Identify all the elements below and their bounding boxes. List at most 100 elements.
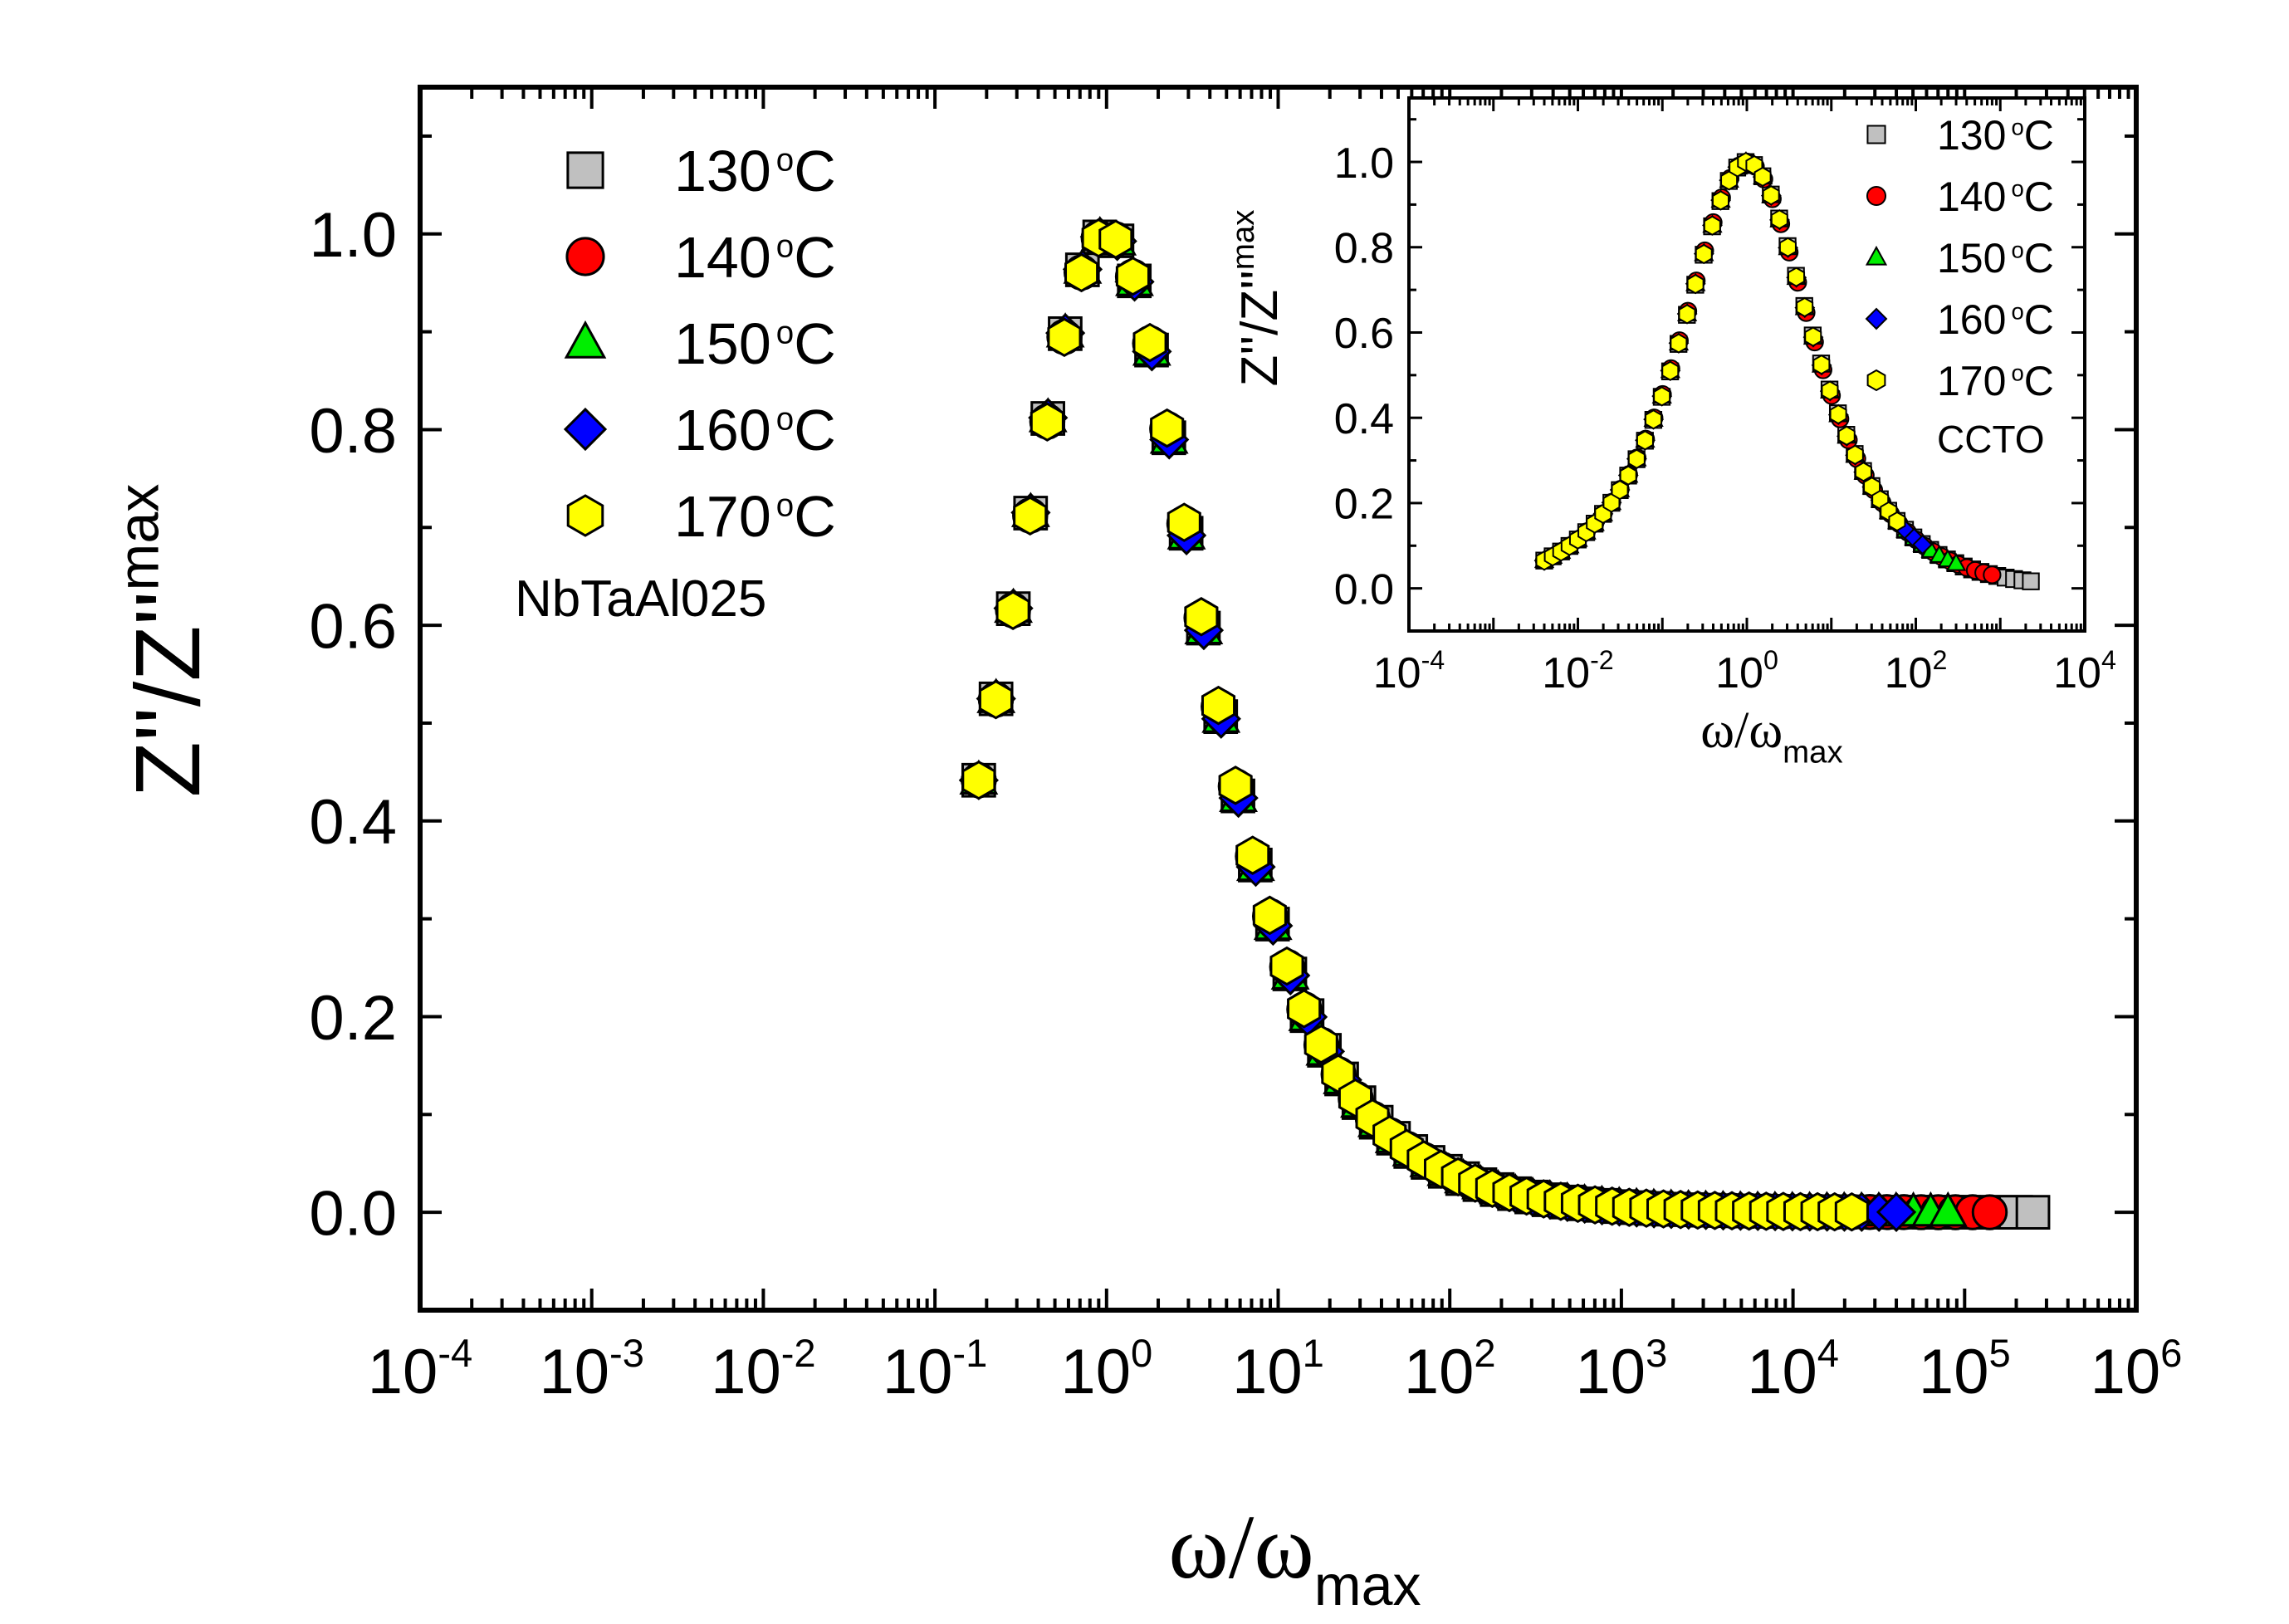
data-point	[1150, 408, 1185, 448]
data-point	[1013, 496, 1048, 536]
y-tick-label: 0.8	[309, 396, 397, 467]
y-ticks	[1409, 118, 2085, 633]
data-point	[1167, 502, 1201, 542]
sample-annotation: CCTO	[1937, 418, 2045, 461]
data-point	[1812, 355, 1831, 375]
y-axis-title: Z''/Z''max	[1225, 210, 1289, 387]
data-point	[1804, 326, 1822, 347]
x-tick-label: 10-3	[539, 1331, 643, 1407]
data-point	[1821, 380, 1839, 401]
data-point	[1983, 565, 2002, 585]
x-tick-label: 10-2	[711, 1331, 815, 1407]
legend-label-170: 170 oC	[674, 484, 836, 549]
data-point	[978, 679, 1014, 720]
y-ticks	[420, 134, 2136, 1312]
x-tick-label: 102	[1404, 1331, 1496, 1407]
legend-marker-170	[566, 494, 604, 537]
data-point	[1829, 404, 1847, 425]
data-point	[1837, 425, 1856, 446]
data-point	[1627, 448, 1646, 469]
data-point	[1184, 597, 1219, 637]
data-point	[1670, 333, 1688, 354]
sample-annotation: NbTaAl025	[515, 570, 766, 628]
data-point	[1303, 1024, 1338, 1064]
data-point	[1912, 534, 1933, 555]
plot-inset: 10-4 10-2 100 102 104 0.0 0.2 0.4 0.6 0.8 1.0 ω/ωma…	[1225, 96, 2116, 770]
data-point	[2022, 572, 2040, 590]
legend-label-170: 170 oC	[1937, 358, 2054, 404]
x-tick-label: 106	[2091, 1331, 2183, 1407]
y-tick-label: 0.2	[1334, 481, 1394, 529]
data-point	[1695, 243, 1713, 265]
legend-marker-130	[566, 151, 604, 189]
y-tick-label: 1.0	[309, 200, 397, 271]
y-tick-label: 0.6	[1334, 310, 1394, 358]
x-tick-label: 103	[1576, 1331, 1668, 1407]
x-tick-label: 100	[1715, 645, 1778, 697]
data-point	[1611, 479, 1629, 501]
legend-label-160: 160 oC	[1937, 296, 2054, 343]
data-point	[1287, 989, 1322, 1029]
data-point	[1703, 215, 1721, 236]
y-tick-label: 0.0	[309, 1179, 397, 1250]
legend: 130 oC 140 oC 150 oC 160 oC 170 oC	[563, 139, 836, 549]
inset-background	[1409, 98, 2085, 631]
x-tick-label: 100	[1060, 1331, 1152, 1407]
data-point	[1132, 322, 1167, 363]
data-point	[1796, 296, 1814, 318]
y-tick-label: 0.2	[309, 983, 397, 1054]
y-tick-label: 0.6	[309, 591, 397, 662]
data-point	[1321, 1054, 1356, 1093]
legend-marker-150	[564, 320, 607, 359]
data-point	[1047, 317, 1082, 358]
data-point	[1645, 409, 1663, 430]
legend-marker-170	[1866, 369, 1886, 392]
data-point	[1876, 1191, 1917, 1232]
x-axis-title: ω/ωmax	[1168, 1496, 1421, 1617]
x-tick-label: 10-4	[368, 1331, 472, 1407]
data-point	[1846, 444, 1864, 465]
x-tick-label: 104	[2053, 645, 2116, 697]
x-tick-label: 10-2	[1542, 645, 1614, 697]
data-point	[1788, 267, 1806, 287]
legend-marker-150	[1865, 245, 1888, 266]
x-tick-label: 102	[1885, 645, 1948, 697]
legend-label-150: 150 oC	[674, 311, 836, 376]
y-tick-label: 0.4	[309, 787, 397, 858]
legend-label-140: 140 oC	[1937, 174, 2054, 220]
data-point	[1201, 685, 1236, 726]
x-tick-label: 104	[1747, 1331, 1839, 1407]
data-point	[1854, 462, 1872, 482]
data-point	[961, 760, 996, 800]
data-point	[1252, 895, 1287, 936]
series-170	[961, 218, 1869, 1232]
data-point	[1711, 190, 1729, 211]
x-tick-label: 101	[1232, 1331, 1324, 1407]
x-ticks	[1407, 98, 2086, 631]
data-point	[1619, 465, 1637, 486]
legend-marker-130	[1866, 125, 1886, 144]
data-point	[1971, 1194, 2008, 1230]
data-point	[1762, 185, 1780, 206]
x-tick-label: 10-1	[883, 1331, 987, 1407]
y-tick-label: 0.0	[1334, 565, 1394, 614]
data-point	[1098, 219, 1133, 259]
data-point	[1888, 511, 1906, 532]
data-point	[1778, 237, 1797, 257]
legend-label-130: 130 oC	[674, 139, 836, 203]
data-point	[1030, 402, 1064, 442]
data-point	[1686, 273, 1705, 295]
legend-marker-140	[565, 237, 605, 276]
legend: 130 oC 140 oC 150 oC 160 oC 170 oC	[1865, 112, 2054, 404]
data-point	[1218, 766, 1253, 805]
data-point	[1770, 209, 1788, 230]
data-point	[1269, 946, 1304, 986]
series-170	[1535, 151, 1906, 571]
data-point	[1753, 166, 1772, 188]
legend-label-160: 160 oC	[674, 398, 836, 462]
data-point	[1235, 835, 1270, 875]
x-tick-label: 10-4	[1373, 645, 1445, 697]
data-point	[995, 590, 1030, 630]
data-point	[1678, 304, 1696, 325]
